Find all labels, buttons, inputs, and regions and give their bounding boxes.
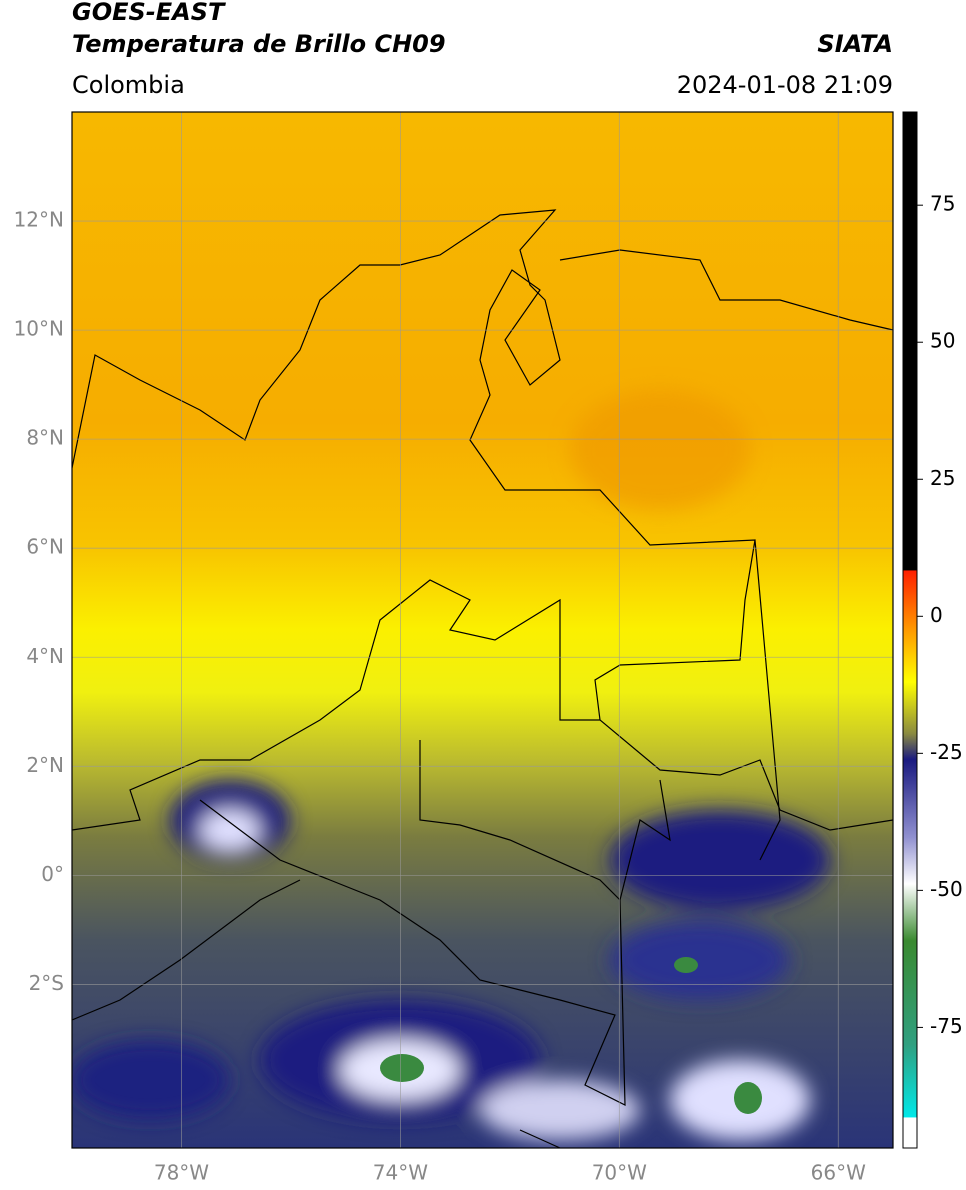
- title: GOES-EAST: [72, 0, 226, 26]
- colorbar-tick-label: -25: [930, 740, 963, 764]
- colorbar-tick-label: 50: [930, 329, 955, 353]
- map-frame: [71, 111, 894, 1149]
- colorbar-tick-label: 0: [930, 603, 943, 627]
- subtitle: Temperatura de Brillo CH09: [72, 30, 446, 58]
- lon-tick-label: 66°W: [811, 1161, 866, 1185]
- lat-tick-label: 4°N: [26, 644, 64, 668]
- lat-tick-label: 0°: [41, 862, 64, 886]
- region: Colombia: [72, 71, 185, 99]
- lon-tick-label: 70°W: [592, 1161, 647, 1185]
- lon-tick-label: 78°W: [154, 1161, 209, 1185]
- lon-tick-label: 74°W: [373, 1161, 428, 1185]
- lat-tick-label: 12°N: [14, 208, 64, 232]
- colorbar-tick-label: 25: [930, 466, 955, 490]
- lat-tick-label: 2°S: [29, 971, 64, 995]
- colorbar: [902, 111, 918, 1149]
- satellite-image: [72, 112, 893, 1148]
- colorbar-tick-label: -50: [930, 877, 963, 901]
- source: SIATA: [817, 30, 893, 58]
- colorbar-tick-label: -75: [930, 1014, 963, 1038]
- lat-tick-label: 6°N: [26, 535, 64, 559]
- colorbar-tick-label: 75: [930, 192, 955, 216]
- lat-tick-label: 2°N: [26, 753, 64, 777]
- datetime: 2024-01-08 21:09: [677, 71, 893, 99]
- lat-tick-label: 10°N: [14, 317, 64, 341]
- lat-tick-label: 8°N: [26, 426, 64, 450]
